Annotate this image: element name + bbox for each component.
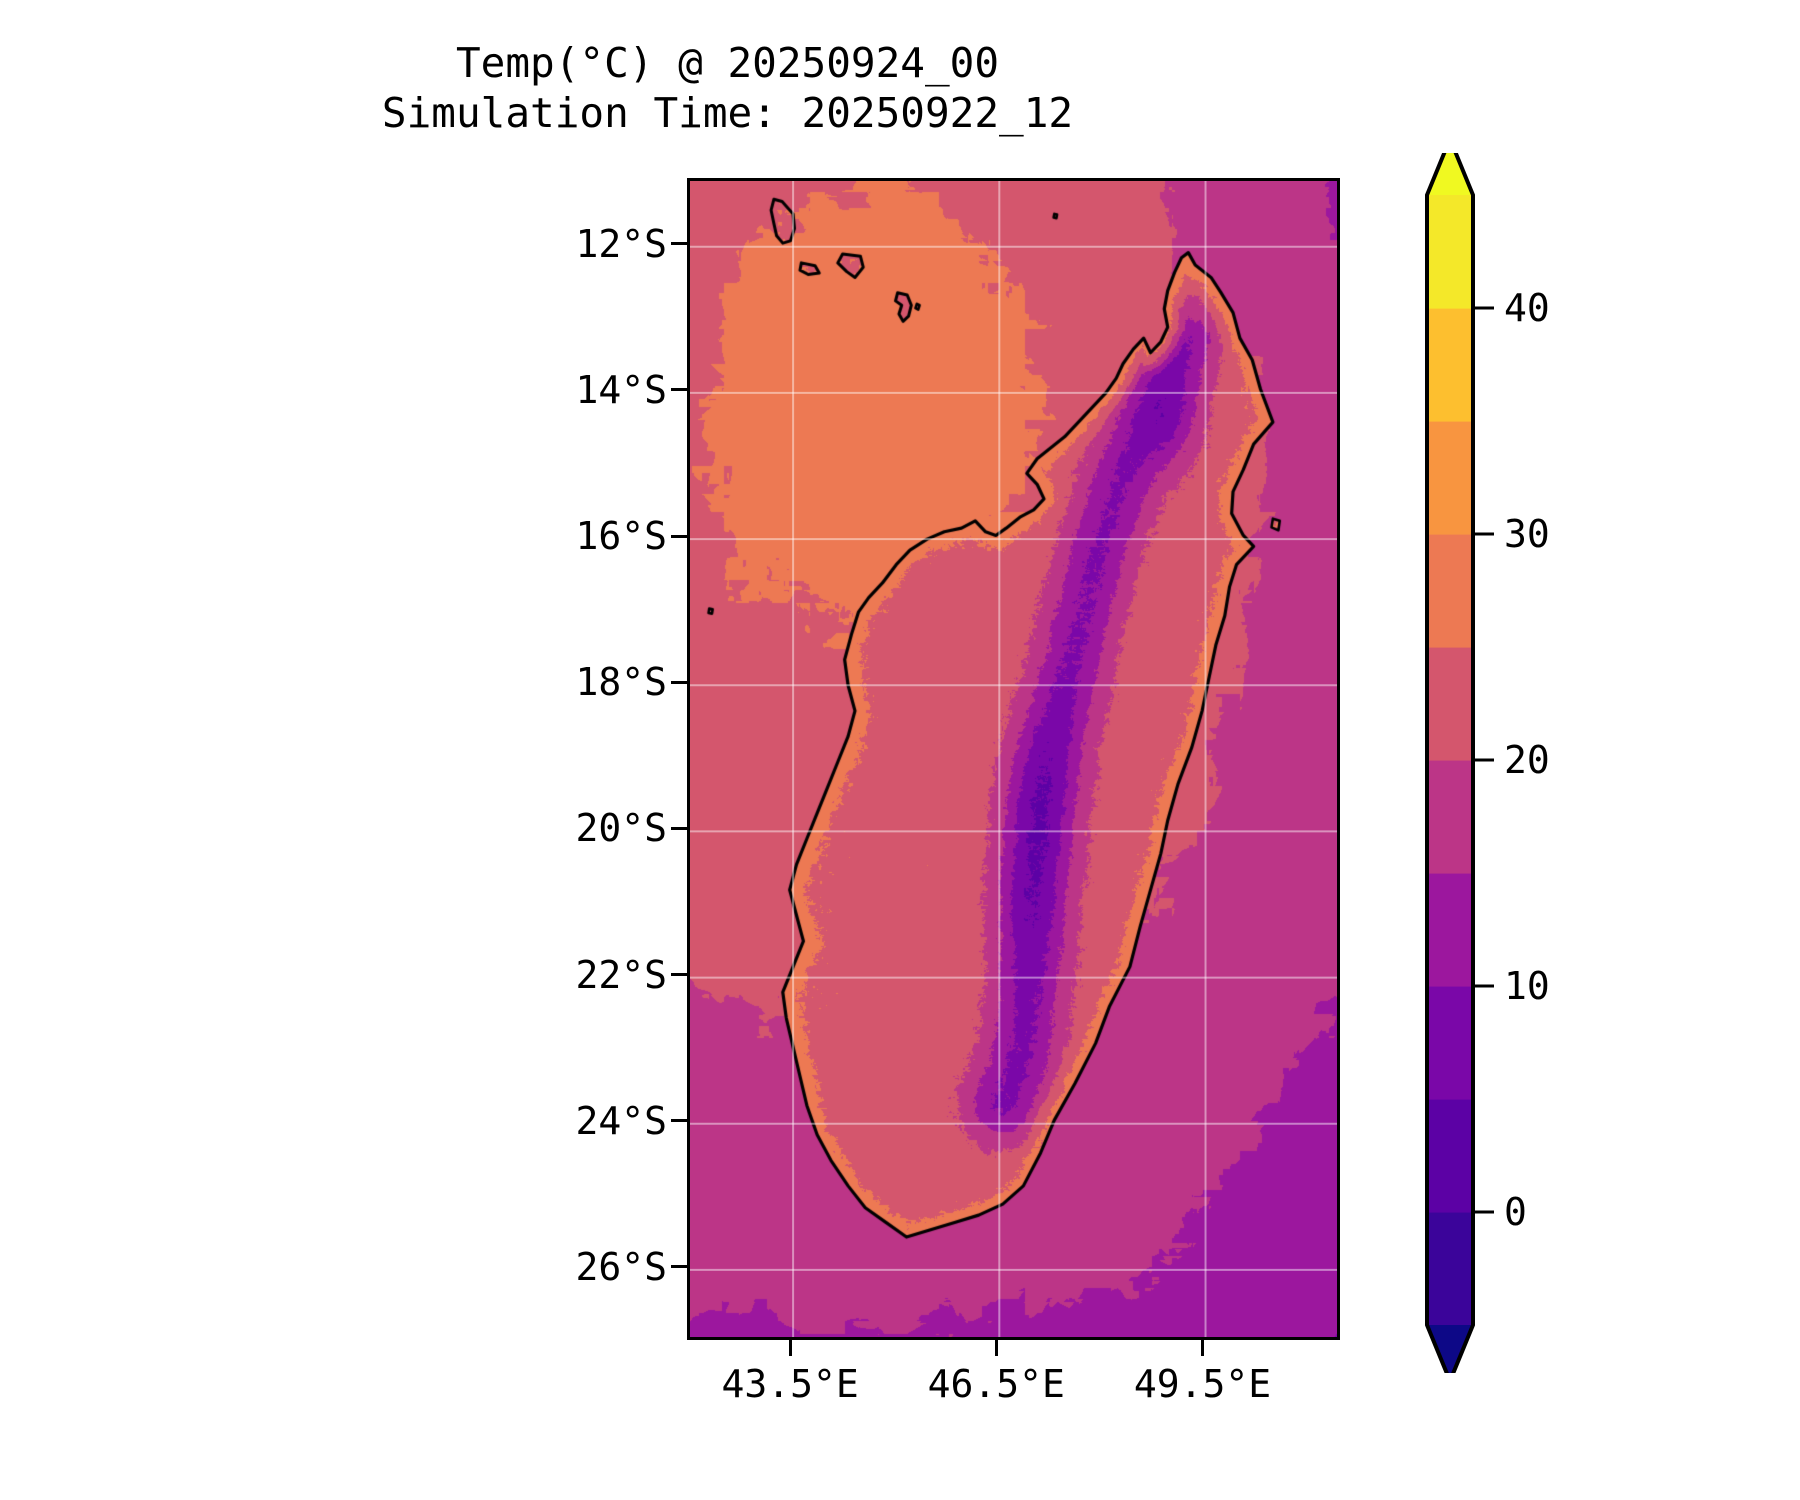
colorbar-tick-mark [1474, 306, 1494, 310]
x-tick-mark [1201, 1340, 1205, 1356]
map-axes [687, 178, 1340, 1340]
colorbar-tick-mark [1474, 532, 1494, 536]
title-line-1: Temp(°C) @ 20250924_00 [455, 39, 1000, 87]
colorbar-tick-mark [1474, 1210, 1494, 1214]
x-tick-mark [994, 1340, 998, 1356]
colorbar-outline [1425, 153, 1475, 1373]
colorbar-tick-label: 10 [1504, 964, 1550, 1008]
colorbar-tick-mark [1474, 984, 1494, 988]
y-tick-mark [671, 973, 687, 977]
y-tick-label: 24°S [575, 1098, 667, 1143]
y-tick-label: 26°S [575, 1244, 667, 1289]
y-tick-mark [671, 680, 687, 684]
x-tick-label: 46.5°E [927, 1362, 1065, 1406]
y-tick-label: 14°S [575, 367, 667, 412]
x-tick-label: 43.5°E [721, 1362, 859, 1406]
y-tick-mark [671, 826, 687, 830]
colorbar [1425, 153, 1475, 1373]
colorbar-band [1427, 986, 1473, 1100]
y-tick-mark [671, 1265, 687, 1269]
colorbar-tick-label: 0 [1504, 1190, 1527, 1234]
y-tick-mark [671, 534, 687, 538]
y-tick-label: 16°S [575, 514, 667, 559]
colorbar-band [1427, 421, 1473, 535]
colorbar-tick-label: 30 [1504, 512, 1550, 556]
colorbar-band [1427, 1212, 1473, 1326]
colorbar-tick-mark [1474, 758, 1494, 762]
colorbar-under-arrow [1427, 1325, 1473, 1373]
y-tick-label: 18°S [575, 660, 667, 705]
x-tick-mark [788, 1340, 792, 1356]
colorbar-band [1427, 647, 1473, 761]
colorbar-swatches [1425, 153, 1475, 1373]
y-tick-mark [671, 1119, 687, 1123]
colorbar-band [1427, 308, 1473, 422]
x-tick-label: 49.5°E [1133, 1362, 1272, 1406]
colorbar-band [1427, 760, 1473, 874]
y-tick-label: 20°S [575, 806, 667, 851]
colorbar-band [1427, 534, 1473, 648]
colorbar-tick-label: 40 [1504, 286, 1550, 330]
y-tick-label: 22°S [575, 952, 667, 997]
colorbar-band [1427, 1099, 1473, 1213]
colorbar-tick-label: 20 [1504, 738, 1550, 782]
y-tick-label: 12°S [575, 221, 667, 266]
y-tick-mark [671, 242, 687, 246]
title-line-2: Simulation Time: 20250922_12 [381, 89, 1074, 138]
y-tick-mark [671, 388, 687, 392]
colorbar-over-arrow [1427, 153, 1473, 195]
temperature-contour-field [690, 181, 1337, 1337]
colorbar-band [1427, 873, 1473, 987]
chart-title: Temp(°C) @ 20250924_00 Simulation Time: … [0, 38, 1455, 138]
colorbar-band [1427, 195, 1473, 309]
